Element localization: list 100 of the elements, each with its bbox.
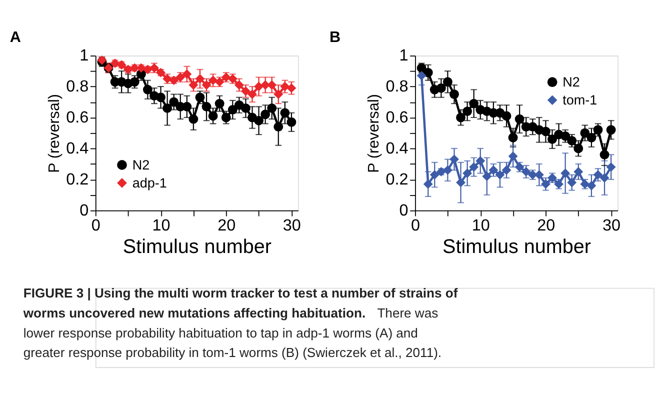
y-axis-title: P (reversal) (46, 94, 63, 173)
x-tick-label: 0 (410, 216, 420, 235)
caption: FIGURE 3 | Using the multi worm tracker to test a number of strains of (23, 286, 458, 301)
point (508, 151, 518, 161)
point (240, 103, 250, 113)
point (228, 105, 238, 114)
point (442, 77, 452, 87)
x-axis-title: Stimulus number (442, 236, 592, 258)
point (142, 84, 152, 94)
y-tick-label: 0.4 (386, 139, 408, 158)
point (462, 168, 472, 178)
point (208, 76, 218, 86)
point (280, 108, 290, 118)
point (469, 98, 479, 108)
point (514, 114, 524, 124)
point (548, 134, 557, 144)
point (188, 114, 198, 124)
x-tick-label: 20 (218, 216, 236, 235)
point (195, 74, 205, 84)
point (476, 156, 486, 166)
text: worms uncovered new mutations affecting habituation. (22, 306, 366, 321)
y-tick-label: 0.6 (386, 108, 408, 126)
legend-label: N2 (562, 74, 580, 90)
point (423, 68, 433, 78)
point (456, 178, 466, 188)
x-tick-label: 30 (602, 216, 621, 235)
x-tick-label: 20 (537, 216, 556, 235)
x-tick-label: 10 (472, 216, 490, 235)
point (240, 86, 250, 96)
point (521, 166, 531, 176)
y-tick-label: 1 (80, 46, 89, 65)
x-tick-label: 0 (91, 216, 100, 235)
point (202, 102, 212, 112)
legend-label: tom-1 (562, 92, 598, 108)
point (416, 70, 426, 80)
y-tick-label: 0.6 (66, 108, 89, 126)
point (450, 90, 459, 99)
x-tick-label: 10 (152, 216, 170, 235)
point (560, 131, 570, 141)
point (286, 117, 296, 127)
point (540, 126, 550, 136)
point (456, 112, 466, 122)
point (254, 116, 264, 126)
legend-label: adp-1 (132, 175, 167, 190)
point (182, 69, 192, 79)
text: lower response probability habituation to tap in adp-1 worms (A) and (23, 325, 418, 340)
y-tick-label: 0.4 (66, 139, 89, 158)
point (600, 173, 610, 183)
point (450, 154, 459, 164)
point (162, 103, 172, 113)
point (574, 144, 584, 154)
point (586, 132, 596, 142)
point (156, 92, 166, 102)
point (586, 180, 596, 190)
y-tick-label: 0.2 (66, 170, 89, 188)
point (508, 132, 518, 142)
point (430, 170, 440, 180)
point (436, 83, 446, 93)
point (254, 82, 264, 92)
point (169, 97, 179, 107)
point (182, 102, 192, 112)
y-tick-label: 1 (399, 46, 408, 65)
point (560, 168, 570, 178)
point (580, 128, 590, 138)
x-tick-label: 30 (282, 216, 301, 235)
point (462, 106, 472, 116)
point (274, 90, 284, 99)
chart-title: A (10, 29, 21, 46)
point (274, 122, 284, 132)
point (502, 111, 512, 121)
chart-title: B (329, 29, 341, 46)
point (502, 165, 512, 175)
point (606, 125, 616, 135)
text: greater response probability in tom-1 worms (B) (Swierczek et al., 2011). (23, 345, 442, 360)
point (567, 136, 577, 146)
point (286, 83, 296, 93)
y-tick-label: 0.8 (386, 77, 408, 96)
point (469, 162, 479, 172)
x-axis-title: Stimulus number (122, 236, 272, 258)
point (567, 178, 577, 188)
point (442, 165, 452, 175)
y-tick-label: 0 (80, 201, 89, 220)
text: There was (377, 306, 439, 321)
y-tick-label: 0.2 (386, 170, 408, 188)
point (267, 80, 277, 90)
point (423, 179, 433, 189)
point (267, 103, 277, 113)
point (495, 170, 505, 180)
point (208, 111, 218, 121)
legend-label: N2 (132, 157, 150, 172)
point (214, 98, 224, 108)
y-tick-label: 0 (399, 201, 408, 220)
point (260, 110, 270, 120)
y-axis-title: P (reversal) (366, 94, 383, 173)
point (534, 170, 544, 180)
point (540, 179, 550, 189)
point (248, 90, 257, 99)
point (606, 162, 616, 172)
point (600, 150, 610, 160)
y-tick-label: 0.8 (66, 77, 89, 96)
